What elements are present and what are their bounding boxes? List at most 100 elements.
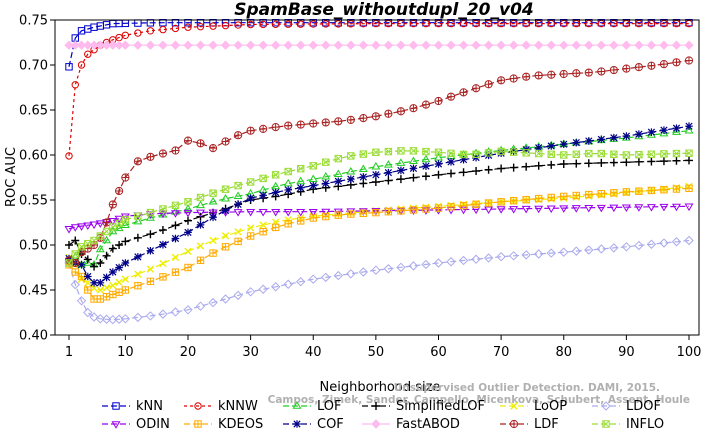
data-point	[459, 168, 468, 177]
data-point	[347, 210, 355, 218]
legend-marker	[602, 420, 610, 428]
data-point	[434, 170, 443, 179]
data-point	[422, 162, 430, 170]
data-point	[371, 112, 380, 121]
data-point	[409, 173, 418, 182]
data-point	[133, 233, 142, 242]
data-point	[108, 200, 117, 209]
data-point	[396, 175, 405, 184]
data-point	[321, 40, 331, 50]
series-inflo	[65, 147, 693, 267]
data-point	[76, 40, 87, 50]
data-point	[171, 221, 180, 230]
data-point	[77, 223, 87, 231]
data-point	[371, 208, 381, 216]
data-point	[471, 40, 481, 50]
data-point	[270, 40, 281, 50]
data-point	[597, 135, 606, 144]
data-point	[170, 210, 180, 218]
series-layer	[64, 19, 694, 325]
data-point	[170, 40, 181, 50]
data-point	[334, 20, 342, 28]
data-point	[610, 150, 618, 158]
data-point	[621, 40, 632, 50]
data-point	[96, 259, 105, 267]
data-point	[597, 190, 606, 198]
data-point	[246, 224, 255, 232]
data-point	[121, 31, 130, 39]
series-line-knn	[68, 22, 689, 67]
data-point	[647, 128, 656, 136]
data-point	[115, 186, 124, 196]
data-point	[134, 270, 142, 278]
data-point	[309, 20, 317, 28]
data-point	[221, 137, 230, 146]
x-axis-label: Neighborhood size	[320, 380, 441, 395]
data-point	[497, 198, 505, 206]
data-point	[95, 314, 106, 324]
data-point	[496, 40, 506, 50]
data-point	[671, 237, 682, 247]
data-point	[271, 20, 280, 29]
data-point	[346, 208, 356, 216]
data-point	[234, 237, 242, 246]
data-point	[571, 205, 581, 213]
data-point	[297, 164, 305, 173]
data-point	[409, 206, 418, 214]
data-point	[660, 186, 668, 194]
data-point	[159, 25, 167, 34]
data-point	[159, 205, 167, 213]
data-point	[308, 274, 318, 284]
data-point	[109, 290, 117, 299]
data-point	[77, 61, 86, 69]
data-point	[447, 203, 455, 211]
y-tick-label: 0.70	[19, 59, 48, 74]
data-point	[184, 198, 192, 206]
data-point	[483, 253, 494, 263]
data-point	[684, 56, 694, 65]
data-point	[509, 163, 518, 172]
data-point	[584, 205, 594, 213]
data-point	[133, 216, 143, 225]
legend-label: kNNW	[218, 399, 258, 414]
data-point	[89, 221, 99, 230]
data-point	[121, 237, 130, 246]
data-point	[371, 161, 381, 170]
data-point	[108, 40, 118, 50]
data-point	[647, 157, 656, 166]
data-point	[522, 162, 531, 171]
y-tick-label: 0.40	[19, 329, 48, 344]
data-point	[309, 162, 317, 170]
data-point	[196, 209, 205, 218]
data-point	[472, 167, 481, 176]
data-point	[171, 24, 180, 33]
data-point	[115, 278, 123, 287]
data-point	[684, 203, 694, 212]
data-point	[196, 242, 205, 250]
data-point	[308, 208, 318, 217]
data-point	[271, 223, 280, 232]
data-point	[271, 171, 280, 179]
data-point	[609, 158, 618, 167]
data-point	[672, 149, 681, 158]
series-line-ldf	[68, 59, 690, 264]
data-point	[145, 213, 155, 221]
data-point	[346, 115, 355, 125]
data-point	[560, 151, 568, 159]
data-point	[245, 40, 256, 50]
data-point	[65, 259, 73, 267]
data-point	[533, 40, 544, 50]
data-point	[65, 63, 73, 71]
data-point	[102, 251, 111, 260]
data-point	[684, 235, 694, 246]
data-point	[609, 204, 619, 213]
data-point	[359, 150, 368, 158]
data-point	[646, 40, 657, 50]
data-point	[496, 251, 506, 262]
x-tick-label: 90	[618, 345, 635, 360]
data-point	[71, 250, 79, 258]
legend-marker	[194, 420, 202, 428]
data-point	[622, 158, 631, 167]
data-point	[584, 245, 594, 255]
